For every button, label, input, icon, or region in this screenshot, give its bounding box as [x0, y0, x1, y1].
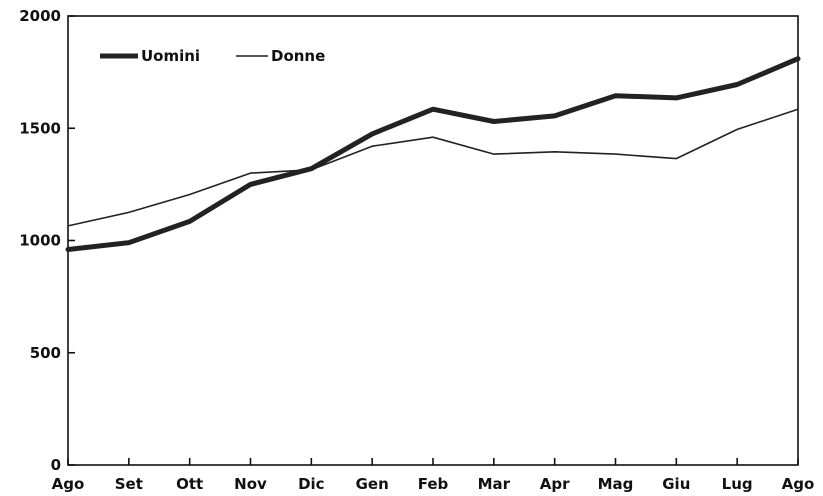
- legend-label-uomini: Uomini: [141, 47, 200, 65]
- y-tick-label: 0: [51, 456, 61, 474]
- x-tick-label: Feb: [418, 475, 449, 493]
- x-tick-label: Nov: [234, 475, 267, 493]
- y-tick-label: 2000: [19, 7, 61, 25]
- series-line-uomini: [65, 56, 801, 252]
- x-tick-label: Ago: [782, 475, 815, 493]
- x-tick-labels: Ago Set Ott Nov Dic Gen Feb Mar Apr Mag Giu Lug Ago: [52, 475, 815, 493]
- x-tick-label: Ott: [176, 475, 203, 493]
- y-tick-label: 1500: [19, 119, 61, 137]
- x-tick-label: Mar: [478, 475, 511, 493]
- x-tick-label: Ago: [52, 475, 85, 493]
- x-tick-label: Gen: [356, 475, 389, 493]
- x-tick-label: Giu: [662, 475, 690, 493]
- series-lines: [65, 56, 801, 252]
- y-tick-label: 500: [30, 344, 61, 362]
- y-tick-label: 1000: [19, 232, 61, 250]
- x-tick-label: Dic: [298, 475, 324, 493]
- x-tick-label: Lug: [722, 475, 753, 493]
- legend: Uomini Donne: [100, 47, 325, 65]
- x-tick-label: Apr: [540, 475, 570, 493]
- legend-label-donne: Donne: [271, 47, 325, 65]
- x-tick-label: Set: [115, 475, 143, 493]
- axes: [67, 15, 799, 466]
- x-tick-label: Mag: [598, 475, 634, 493]
- series-line-donne: [67, 108, 799, 227]
- y-tick-labels: 0 500 1000 1500 2000: [19, 7, 61, 474]
